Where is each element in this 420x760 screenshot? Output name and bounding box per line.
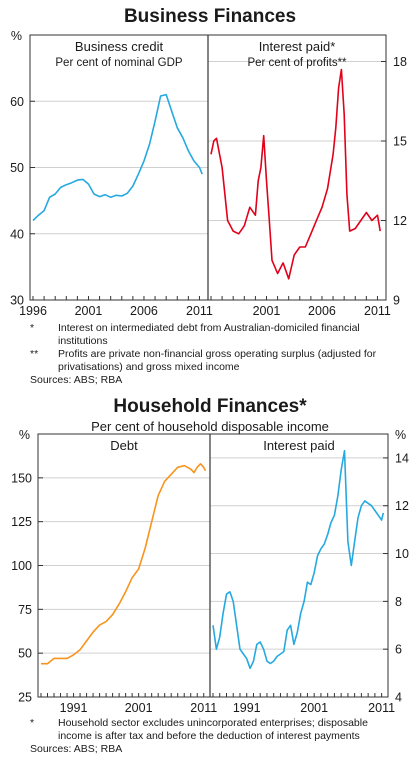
business-footnote-1: * Interest on intermediated debt from Au…: [30, 322, 390, 348]
business-finances-title: Business Finances: [123, 6, 297, 27]
footnote-marker: *: [30, 322, 35, 334]
x-tick-label: 2001: [253, 304, 281, 318]
y-tick-label: 12: [395, 499, 409, 513]
x-tick-label: 2011: [190, 701, 217, 715]
footnote-marker: *: [30, 717, 35, 729]
series-line-debt: [41, 462, 207, 665]
panel-title-debt: Debt: [110, 438, 138, 453]
y-tick-label: 4: [395, 691, 402, 705]
panel-subtitle-business-credit: Per cent of nominal GDP: [55, 57, 183, 69]
x-tick-label: 2011: [364, 304, 391, 318]
y-unit-label: %: [19, 428, 30, 442]
x-tick-label: 1991: [60, 701, 88, 715]
footnote-text: Profits are private non-financial gross …: [58, 348, 377, 373]
y-unit-label: %: [395, 428, 406, 442]
y-tick-label: 6: [395, 643, 402, 657]
business-footnote-2: ** Profits are private non-financial gro…: [30, 348, 390, 374]
y-tick-label: 10: [395, 547, 409, 561]
y-tick-label: 75: [18, 603, 32, 617]
panel-title-interest-paid: Interest paid: [263, 438, 335, 453]
household-sources: Sources: ABS; RBA: [30, 743, 123, 755]
panel-title-interest-paid: Interest paid*: [259, 39, 336, 54]
y-tick-label: 60: [10, 95, 24, 109]
y-tick-label: 15: [393, 135, 407, 149]
y-tick-label: 50: [10, 161, 24, 175]
y-tick-label: 25: [18, 691, 32, 705]
x-tick-label: 2011: [368, 701, 395, 715]
x-tick-label: 1991: [233, 701, 261, 715]
y-tick-label: 40: [10, 227, 24, 241]
y-tick-label: 14: [395, 451, 409, 465]
y-tick-label: 125: [11, 515, 32, 529]
y-tick-label: 8: [395, 595, 402, 609]
business-sources: Sources: ABS; RBA: [30, 374, 123, 386]
household-finances-chart: Debt 25 50 75 100 125 150% 1991 2001 2011 Interest…: [11, 428, 409, 715]
x-tick-label: 2006: [130, 304, 158, 318]
x-tick-label: 2001: [300, 701, 328, 715]
y-tick-label: 100: [11, 559, 32, 573]
series-line-interest-paid: [210, 68, 381, 280]
footnote-marker: **: [30, 348, 39, 360]
series-line-business-credit: [32, 93, 203, 222]
household-footnote-1: * Household sector excludes unincorporat…: [30, 717, 390, 743]
series-line-interest-paid: [212, 449, 385, 670]
household-finances-title: Household Finances*: [113, 396, 307, 417]
business-finances-chart: Business credit Per cent of nominal GDP 30…: [10, 29, 407, 318]
household-finances-subtitle: Per cent of household disposable income: [91, 419, 329, 434]
y-tick-label: 12: [393, 214, 407, 228]
y-tick-label: 150: [11, 471, 32, 485]
x-tick-label: 2001: [75, 304, 103, 318]
x-tick-label: 2001: [125, 701, 153, 715]
x-tick-label: 1996: [19, 304, 47, 318]
x-tick-label: 2006: [308, 304, 336, 318]
panel-subtitle-interest-paid: Per cent of profits**: [247, 57, 347, 69]
panel-title-business-credit: Business credit: [75, 39, 164, 54]
y-unit-label: %: [11, 29, 22, 43]
y-tick-label: 18: [393, 55, 407, 69]
footnote-text: Interest on intermediated debt from Aust…: [58, 322, 360, 347]
y-tick-label: 30: [10, 294, 24, 308]
footnote-text: Household sector excludes unincorporated…: [58, 717, 368, 742]
y-tick-label: 50: [18, 647, 32, 661]
x-tick-label: 2011: [186, 304, 213, 318]
y-tick-label: 9: [393, 294, 400, 308]
